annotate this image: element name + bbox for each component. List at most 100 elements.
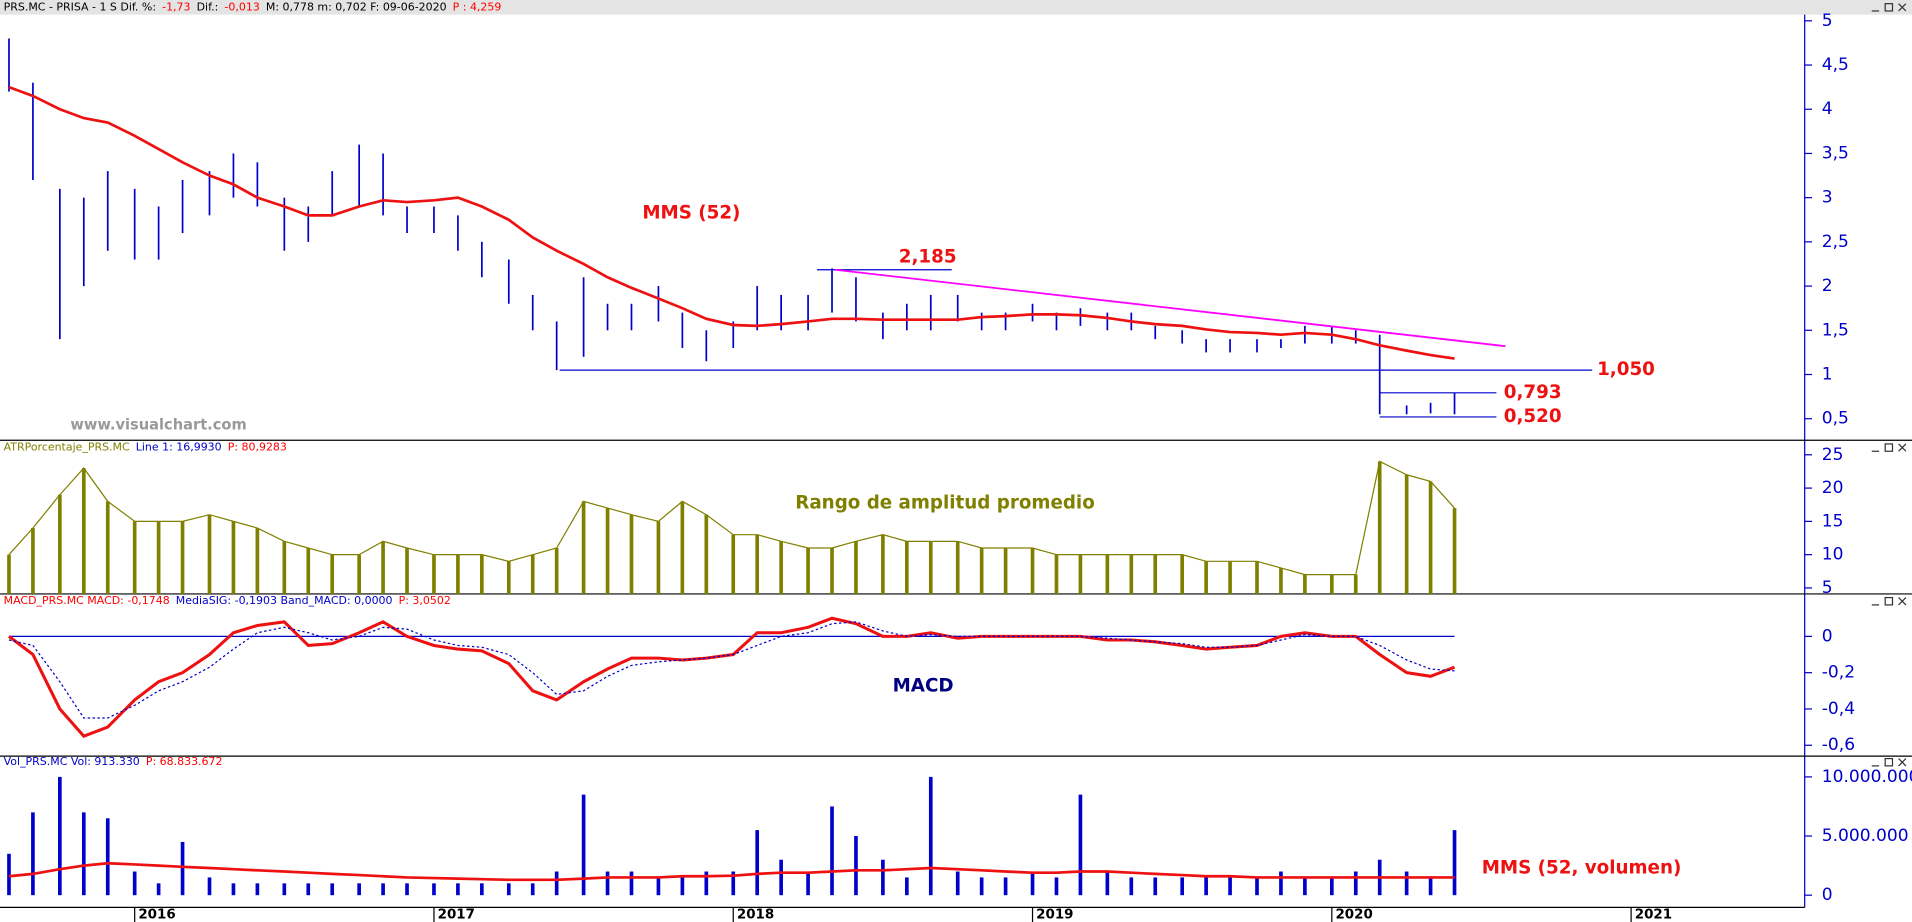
bar	[806, 547, 810, 594]
bar	[282, 541, 287, 594]
annotation: MMS (52, volumen)	[1482, 857, 1682, 878]
close-button[interactable]	[1898, 758, 1907, 767]
y-tick-label: 0	[1822, 626, 1833, 646]
bar	[1452, 830, 1457, 896]
bar	[432, 883, 436, 896]
bar	[581, 501, 586, 594]
maximize-button[interactable]	[1884, 443, 1894, 452]
bar	[755, 830, 760, 896]
level-label: 0,520	[1504, 406, 1562, 427]
y-tick-label: 15	[1822, 511, 1844, 531]
bar	[105, 818, 110, 896]
bar	[605, 508, 610, 594]
bar	[1428, 877, 1433, 896]
bar	[405, 883, 409, 896]
y-tick-label: -0,2	[1822, 663, 1855, 683]
bar	[456, 554, 460, 594]
maximize-button[interactable]	[1884, 3, 1894, 12]
header-item: MACD_PRS.MC MACD: -0,1748	[4, 594, 170, 607]
y-tick-label: 3,5	[1822, 143, 1849, 163]
bar	[530, 554, 535, 594]
bar	[731, 871, 736, 896]
bar	[955, 541, 960, 594]
header-item: P: 3,0502	[399, 594, 451, 607]
icon	[1898, 3, 1907, 12]
trend-line	[834, 268, 1506, 348]
bar	[480, 883, 484, 896]
level-label: 0,793	[1504, 382, 1562, 403]
x-tick-label: 2021	[1635, 908, 1672, 922]
bar	[779, 541, 783, 594]
header-item: MediaSIG: -0,1903 Band_MACD: 0,0000	[176, 594, 393, 607]
bar	[282, 883, 287, 896]
bar	[7, 853, 11, 896]
bar	[330, 554, 335, 594]
bar	[156, 521, 161, 594]
y-tick-label: 5	[1822, 578, 1833, 598]
bar	[1377, 461, 1382, 594]
bar	[680, 877, 685, 896]
bar	[1078, 794, 1083, 896]
watermark: www.visualchart.com	[70, 417, 246, 434]
bar	[180, 841, 185, 896]
bar	[1255, 877, 1259, 896]
bar	[1353, 574, 1358, 594]
x-tick-label: 2018	[737, 908, 774, 922]
bar	[1228, 877, 1232, 896]
close-button[interactable]	[1898, 597, 1907, 606]
bar	[330, 883, 335, 896]
header-item: P: 80,9283	[228, 441, 287, 454]
bar	[180, 521, 185, 594]
bar	[132, 871, 137, 896]
bar	[1404, 871, 1409, 896]
y-tick-label: 5.000.000	[1822, 826, 1909, 846]
bar	[207, 514, 212, 594]
close-button[interactable]	[1898, 443, 1907, 452]
y-tick-label: 0	[1822, 885, 1833, 905]
bar	[7, 554, 11, 594]
bar	[955, 871, 960, 896]
bar	[1303, 877, 1307, 896]
bar	[928, 776, 933, 896]
annotation: Rango de amplitud promedio	[795, 493, 1095, 514]
header-item: Vol_PRS.MC Vol: 913.330	[4, 755, 140, 768]
bar	[1404, 474, 1409, 594]
bar	[806, 871, 810, 896]
bar	[979, 877, 984, 896]
bar	[704, 514, 709, 594]
bar	[581, 794, 586, 896]
y-tick-label: 25	[1822, 445, 1844, 465]
y-tick-label: 1,5	[1822, 320, 1849, 340]
y-tick-label: 0,5	[1822, 409, 1849, 429]
bar	[830, 547, 834, 594]
maximize-button[interactable]	[1884, 757, 1894, 767]
bar	[1204, 877, 1208, 896]
y-tick-label: 4,5	[1822, 55, 1849, 75]
bar	[207, 877, 212, 896]
close-button[interactable]	[1898, 3, 1907, 12]
bar	[1279, 567, 1283, 594]
x-tick-label: 2016	[138, 908, 175, 922]
bar	[554, 547, 559, 594]
bar	[132, 521, 137, 594]
bar	[1452, 508, 1457, 594]
bar	[629, 871, 634, 896]
bar	[357, 883, 361, 896]
maximize-button[interactable]	[1884, 596, 1894, 606]
bar	[854, 541, 858, 594]
bar	[381, 883, 385, 896]
y-tick-label: 1	[1822, 365, 1833, 385]
bar	[656, 877, 661, 896]
moving-average	[8, 861, 1455, 882]
x-tick-label: 2017	[438, 908, 475, 922]
bar	[231, 883, 236, 896]
bar	[1054, 877, 1059, 896]
bar	[31, 528, 35, 594]
bar	[1279, 871, 1283, 896]
header-item: M: 0,778 m: 0,702 F: 09-06-2020	[266, 0, 447, 13]
bar	[979, 547, 984, 594]
bar	[456, 883, 460, 896]
bar	[81, 812, 86, 896]
icon	[1898, 597, 1907, 606]
